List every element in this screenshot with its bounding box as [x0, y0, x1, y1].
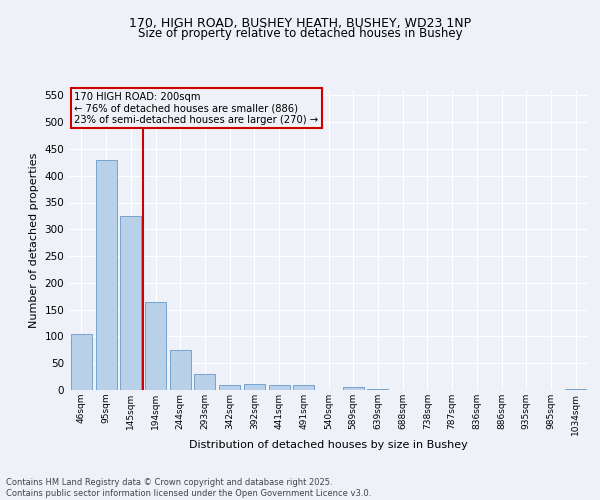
Bar: [95, 160, 116, 390]
Bar: [343, 388, 364, 390]
Bar: [244, 384, 265, 390]
Bar: [293, 384, 314, 390]
Bar: [120, 216, 141, 390]
Text: 170, HIGH ROAD, BUSHEY HEATH, BUSHEY, WD23 1NP: 170, HIGH ROAD, BUSHEY HEATH, BUSHEY, WD…: [129, 18, 471, 30]
Bar: [194, 374, 215, 390]
Text: 170 HIGH ROAD: 200sqm
← 76% of detached houses are smaller (886)
23% of semi-det: 170 HIGH ROAD: 200sqm ← 76% of detached …: [74, 92, 319, 124]
Bar: [145, 302, 166, 390]
Bar: [71, 334, 92, 390]
Bar: [170, 350, 191, 390]
Bar: [219, 384, 240, 390]
Y-axis label: Number of detached properties: Number of detached properties: [29, 152, 39, 328]
Text: Contains HM Land Registry data © Crown copyright and database right 2025.
Contai: Contains HM Land Registry data © Crown c…: [6, 478, 371, 498]
Bar: [269, 384, 290, 390]
X-axis label: Distribution of detached houses by size in Bushey: Distribution of detached houses by size …: [189, 440, 468, 450]
Text: Size of property relative to detached houses in Bushey: Size of property relative to detached ho…: [137, 28, 463, 40]
